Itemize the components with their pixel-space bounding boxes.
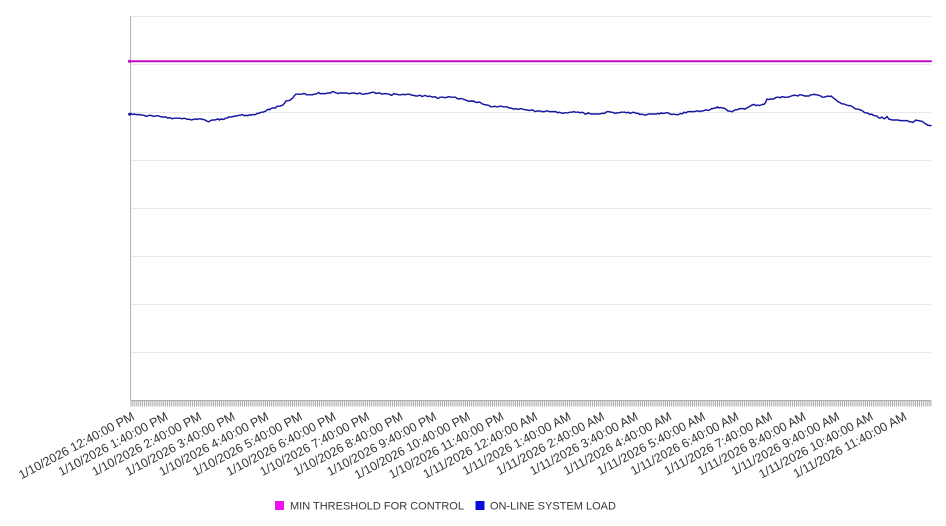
svg-text:MIN THRESHOLD FOR CONTROL: MIN THRESHOLD FOR CONTROL — [290, 501, 464, 513]
svg-text:ON-LINE SYSTEM LOAD: ON-LINE SYSTEM LOAD — [490, 501, 616, 513]
